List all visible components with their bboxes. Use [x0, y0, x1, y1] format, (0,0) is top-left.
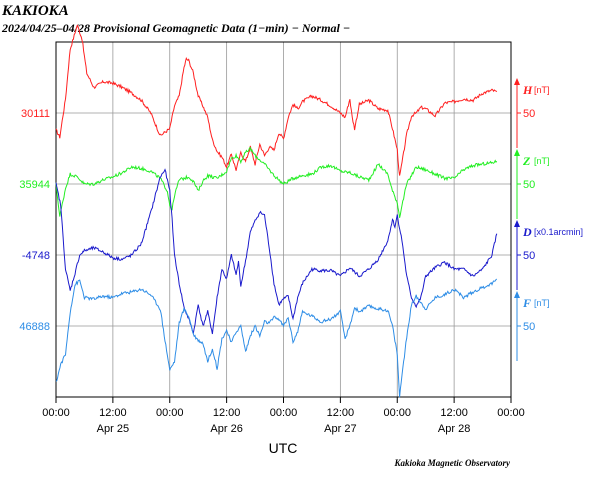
base-value-label-D: -4748: [22, 250, 50, 262]
x-tick-label: 12:00: [440, 407, 468, 419]
observatory-credit: Kakioka Magnetic Observatory: [394, 458, 511, 468]
series-line-H: [55, 24, 498, 176]
series-unit-D: [x0.1arcmin]: [534, 227, 583, 237]
x-tick-label: 00:00: [270, 407, 298, 419]
scale-value-F: 50: [523, 321, 535, 333]
x-tick-label: 12:00: [213, 407, 241, 419]
x-tick-label: 12:00: [99, 407, 127, 419]
series-unit-F: [nT]: [534, 298, 550, 308]
x-axis: 00:00 12:00 00:00 12:00 00:00 12:00 00:00 12:00…: [42, 397, 525, 435]
scale-arrow-D: [514, 220, 520, 227]
series-name-Z: Z: [522, 154, 531, 168]
x-tick-label: 00:00: [383, 407, 411, 419]
x-tick-label: 00:00: [497, 407, 525, 419]
scale-value-H: 50: [523, 108, 535, 120]
scale-arrow-F: [514, 291, 520, 298]
series-name-D: D: [522, 225, 532, 239]
series-name-F: F: [522, 296, 531, 310]
scale-arrow-Z: [514, 149, 520, 156]
series-unit-H: [nT]: [534, 85, 550, 95]
x-tick-label: 00:00: [42, 407, 70, 419]
base-value-label-H: 30111: [21, 108, 50, 120]
plot-grid: [56, 42, 511, 397]
series-line-F: [55, 278, 498, 398]
scale-value-Z: 50: [523, 179, 535, 191]
day-label: Apr 26: [210, 423, 242, 435]
base-value-labels: 30111 35944 -4748 46888: [19, 108, 50, 333]
series-line-D: [55, 168, 498, 335]
series-unit-Z: [nT]: [534, 156, 550, 166]
day-label: Apr 28: [438, 423, 470, 435]
series-lines: [55, 24, 498, 398]
series-name-H: H: [522, 83, 533, 97]
chart-subtitle: 2024/04/25–04/28 Provisional Geomagnetic…: [1, 21, 350, 35]
scale-arrow-H: [514, 78, 520, 85]
day-label: Apr 27: [324, 423, 356, 435]
day-label: Apr 25: [97, 423, 129, 435]
x-tick-label: 12:00: [327, 407, 355, 419]
station-name: KAKIOKA: [1, 3, 69, 19]
right-scale-axes: H [nT]50Z [nT]50D [x0.1arcmin]50F [nT]50: [514, 78, 583, 361]
x-axis-title: UTC: [269, 440, 298, 456]
scale-value-D: 50: [523, 250, 535, 262]
x-tick-label: 00:00: [156, 407, 184, 419]
base-value-label-F: 46888: [19, 321, 50, 333]
series-line-Z: [55, 146, 498, 218]
base-value-label-Z: 35944: [19, 179, 50, 191]
